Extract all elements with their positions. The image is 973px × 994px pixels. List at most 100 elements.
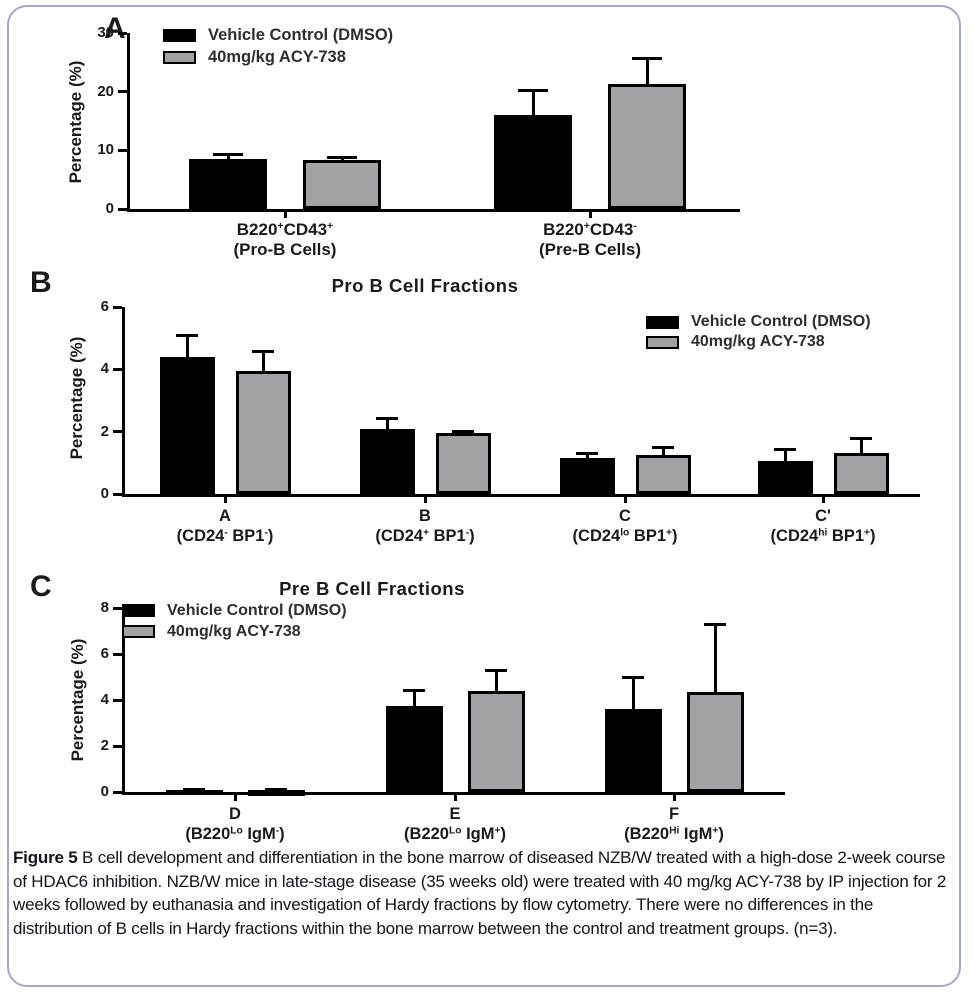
y-tick-label: 2 [100,422,109,440]
y-tick [118,90,127,94]
vehicle-control-bar [494,115,572,209]
acy-738-bar [467,690,525,792]
panel-title: Pro B Cell Fractions [331,275,519,296]
x-tick [588,212,592,218]
x-axis [122,494,920,497]
error-bar-cap [265,788,287,792]
y-tick [113,305,122,309]
error-bar-cap [252,349,274,353]
panel-letter-b: B [30,266,53,299]
vehicle-control-bar [604,709,662,792]
y-tick-label: 0 [105,200,114,217]
x-tick [453,795,457,801]
y-tick [113,606,122,610]
x-tick [672,795,676,801]
error-bar-cap [622,676,644,679]
vehicle-control-bar [159,356,215,494]
x-category-label: E (B220Lo IgM+) [404,805,506,843]
x-category-label: B (CD24+ BP1-) [375,507,475,545]
error-bar-cap [213,153,243,157]
legend-row: Vehicle Control (DMSO) [122,600,347,621]
vehicle-control-bar [359,429,415,494]
legend-swatch-vehicle-control [122,604,155,617]
error-bar-stem [226,154,230,161]
error-bar-cap [704,623,726,627]
x-tick [233,795,237,801]
error-bar-stem [585,453,589,461]
legend-swatch-acy-738 [122,625,155,638]
y-tick [113,790,122,794]
legend-label: Vehicle Control (DMSO) [167,601,347,619]
legend-label: Vehicle Control (DMSO) [208,25,394,44]
x-category-label: B220+CD43+ (Pro-B Cells) [233,220,337,259]
legend-row: 40mg/kg ACY-738 [163,46,346,68]
acy-738-bar [235,370,291,494]
error-bar-cap [632,57,662,61]
x-tick [283,212,287,218]
x-axis [122,792,785,795]
error-bar-cap [850,436,872,440]
vehicle-control-bar [559,458,615,494]
figure-caption-label: Figure 5 [13,848,78,867]
legend-swatch-acy-738 [163,50,196,64]
x-tick [623,497,627,503]
error-bar-stem [340,157,344,162]
y-tick-label: 30 [97,24,114,41]
y-tick [113,367,122,371]
legend-row: 40mg/kg ACY-738 [122,621,301,642]
error-bar-stem [494,670,498,693]
y-tick [113,492,122,496]
x-category-label: A (CD24- BP1-) [176,507,274,545]
x-tick [821,497,825,503]
figure-frame [7,5,961,987]
y-tick-label: 4 [100,360,109,378]
vehicle-control-bar [165,790,223,792]
error-bar-stem [661,447,665,458]
y-tick-label: 0 [100,485,109,502]
y-tick-label: 6 [100,298,109,315]
legend-swatch-vehicle-control [163,28,196,42]
x-category-label: B220+CD43- (Pre-B Cells) [538,220,642,259]
error-bar-stem [261,350,265,373]
x-category-label: C (CD24lo BP1+) [572,507,678,545]
legend-row: Vehicle Control (DMSO) [163,24,393,46]
error-bar-cap [518,88,548,92]
error-bar-cap [452,430,474,434]
error-bar-stem [185,335,189,359]
acy-738-bar [608,84,686,209]
legend-label: 40mg/kg ACY-738 [208,47,346,66]
y-tick [113,652,122,656]
legend-label: 40mg/kg ACY-738 [167,622,301,640]
y-tick [113,430,122,434]
error-bar-stem [461,431,465,436]
y-tick-label: 10 [97,141,114,159]
error-bar-stem [645,58,649,87]
y-axis-label: Percentage (%) [67,336,86,460]
error-bar-stem [631,677,635,712]
error-bar-stem [783,449,787,463]
vehicle-control-bar [385,705,443,792]
error-bar-stem [531,89,535,118]
legend-row: 40mg/kg ACY-738 [646,332,825,352]
legend-row: Vehicle Control (DMSO) [646,312,871,332]
legend-swatch-vehicle-control [646,315,679,329]
y-axis [127,33,130,212]
y-tick-label: 0 [100,783,109,800]
error-bar-stem [713,624,717,694]
acy-738-bar [303,159,381,209]
y-tick-label: 6 [100,645,109,662]
x-tick [423,497,427,503]
error-bar-stem [385,417,389,432]
y-tick [118,207,127,211]
vehicle-control-bar [189,158,267,209]
acy-738-bar [435,433,491,494]
y-tick-label: 20 [97,82,114,100]
vehicle-control-bar [757,460,813,494]
error-bar-cap [485,669,507,673]
y-tick [113,744,122,748]
y-tick [118,148,127,152]
figure-caption: Figure 5 B cell development and differen… [13,846,955,940]
y-axis [122,307,125,497]
panel-title: Pre B Cell Fractions [279,578,465,599]
y-axis-label: Percentage (%) [66,60,85,184]
